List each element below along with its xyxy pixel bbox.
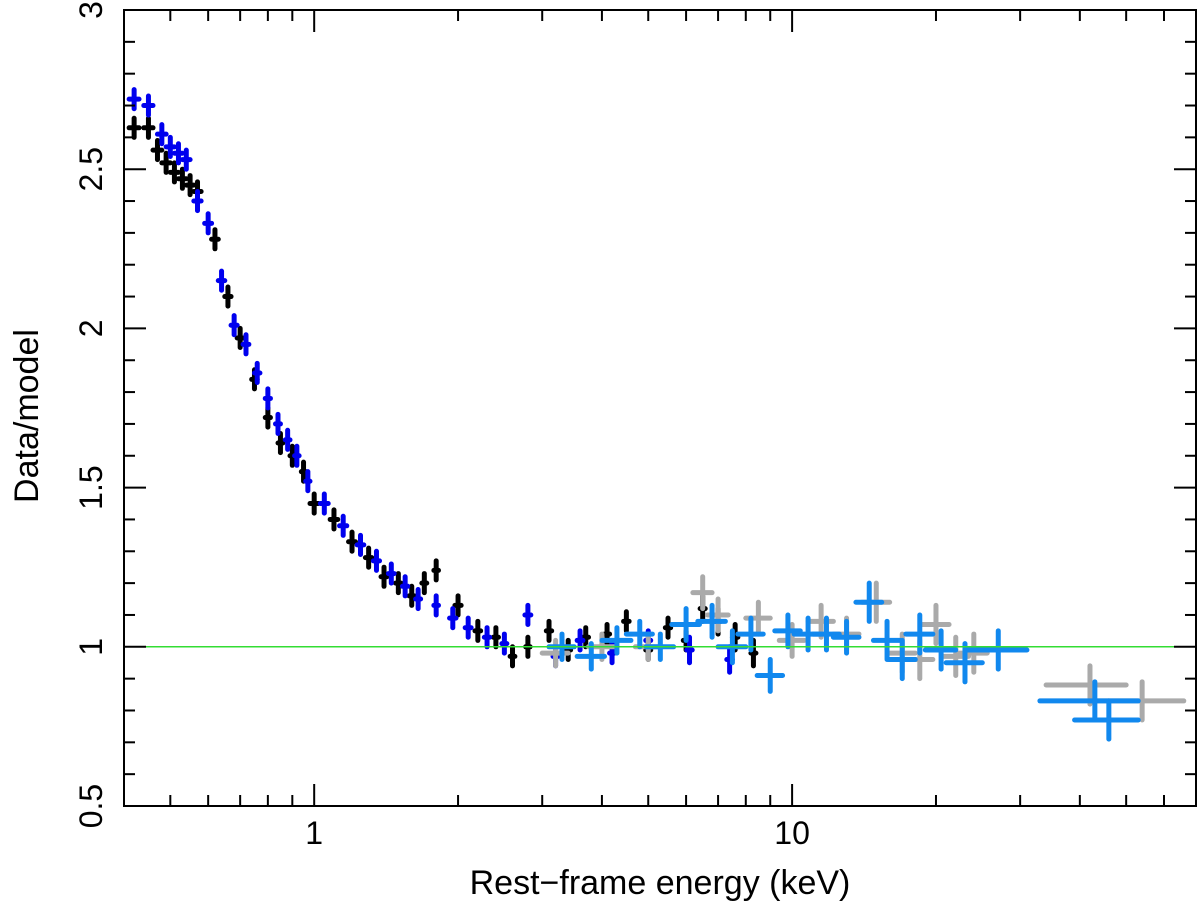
x-tick-label: 1: [305, 815, 323, 851]
data-point: [413, 586, 424, 612]
series-3: [546, 580, 1141, 742]
y-tick-label: 1: [73, 638, 109, 656]
data-point: [580, 625, 592, 650]
data-point: [126, 115, 142, 140]
data-point: [870, 618, 903, 663]
data-point: [251, 360, 263, 386]
data-point: [282, 427, 293, 452]
data-point: [307, 491, 321, 516]
data-point: [327, 507, 341, 532]
data-point: [378, 564, 390, 589]
data-point: [419, 571, 430, 596]
data-point: [574, 641, 608, 672]
data-point: [772, 612, 803, 650]
data-point: [167, 160, 181, 185]
data-point: [183, 173, 197, 198]
data-point: [490, 625, 501, 650]
series-1: [126, 87, 735, 675]
data-point: [228, 313, 240, 338]
y-tick-label: 0.5: [73, 784, 109, 828]
tick-labels: 1 10 0.5 1 1.5 2 2.5 3: [73, 1, 810, 851]
data-point: [171, 141, 185, 166]
data-point: [810, 615, 842, 653]
data-point: [370, 548, 383, 573]
chart-series-layer: [126, 87, 1187, 742]
data-point: [346, 529, 358, 554]
plot-frame: [123, 9, 1197, 807]
data-point: [1072, 698, 1141, 742]
y-axis-label: Data/model: [8, 329, 46, 503]
data-point: [273, 411, 283, 436]
data-point: [385, 561, 397, 586]
y-tick-label: 2.5: [73, 147, 109, 191]
data-point: [695, 602, 728, 640]
data-point: [853, 580, 885, 624]
data-point: [222, 284, 234, 309]
data-point: [159, 150, 173, 175]
data-point: [623, 618, 655, 650]
data-point: [393, 571, 404, 596]
data-point: [481, 625, 493, 650]
data-point: [406, 583, 417, 608]
data-point: [462, 615, 474, 640]
data-point: [563, 637, 574, 663]
data-point: [922, 628, 959, 672]
data-point: [191, 188, 204, 214]
data-point: [662, 615, 674, 640]
data-point: [262, 405, 273, 430]
data-point: [472, 618, 484, 643]
x-tick-label: 10: [774, 815, 810, 851]
data-point: [621, 609, 632, 634]
data-point: [234, 325, 246, 351]
data-point: [669, 606, 702, 643]
data-point: [150, 138, 165, 163]
data-point: [452, 593, 464, 618]
data-point: [447, 606, 459, 631]
y-tick-label: 3: [73, 1, 109, 19]
data-point: [163, 134, 177, 159]
x-axis-label: Rest−frame energy (keV): [470, 864, 851, 902]
data-point: [298, 459, 309, 484]
data-point: [735, 615, 766, 653]
data-point: [262, 386, 273, 411]
data-point: [499, 631, 510, 656]
data-point: [354, 532, 367, 557]
data-point: [303, 469, 313, 494]
data-point: [362, 545, 375, 570]
data-point: [141, 115, 156, 140]
data-point: [748, 637, 759, 669]
data-point: [209, 227, 221, 252]
data-point: [202, 211, 215, 236]
data-point: [543, 618, 555, 643]
data-point: [154, 122, 169, 147]
data-point: [962, 628, 1030, 672]
data-point: [292, 443, 302, 468]
axis-ticks: [123, 9, 1197, 807]
data-point: [337, 513, 350, 538]
data-point: [175, 166, 189, 191]
data-point: [919, 602, 952, 647]
data-point: [1037, 679, 1141, 723]
data-point: [240, 332, 252, 357]
data-point: [690, 574, 715, 612]
data-point: [179, 147, 193, 172]
data-point: [317, 491, 331, 516]
data-point: [522, 602, 534, 628]
data-point: [754, 657, 786, 694]
data-point: [599, 625, 634, 656]
data-point: [399, 574, 411, 599]
data-point: [830, 618, 862, 656]
data-point: [215, 268, 228, 293]
data-point: [1043, 663, 1129, 707]
data-point: [507, 644, 518, 669]
y-tick-label: 1.5: [73, 465, 109, 509]
y-tick-label: 2: [73, 320, 109, 338]
data-point: [141, 93, 156, 118]
data-point: [275, 430, 286, 456]
data-point: [431, 558, 441, 583]
series-0: [126, 115, 759, 669]
data-point: [431, 593, 441, 618]
data-point: [684, 634, 695, 666]
